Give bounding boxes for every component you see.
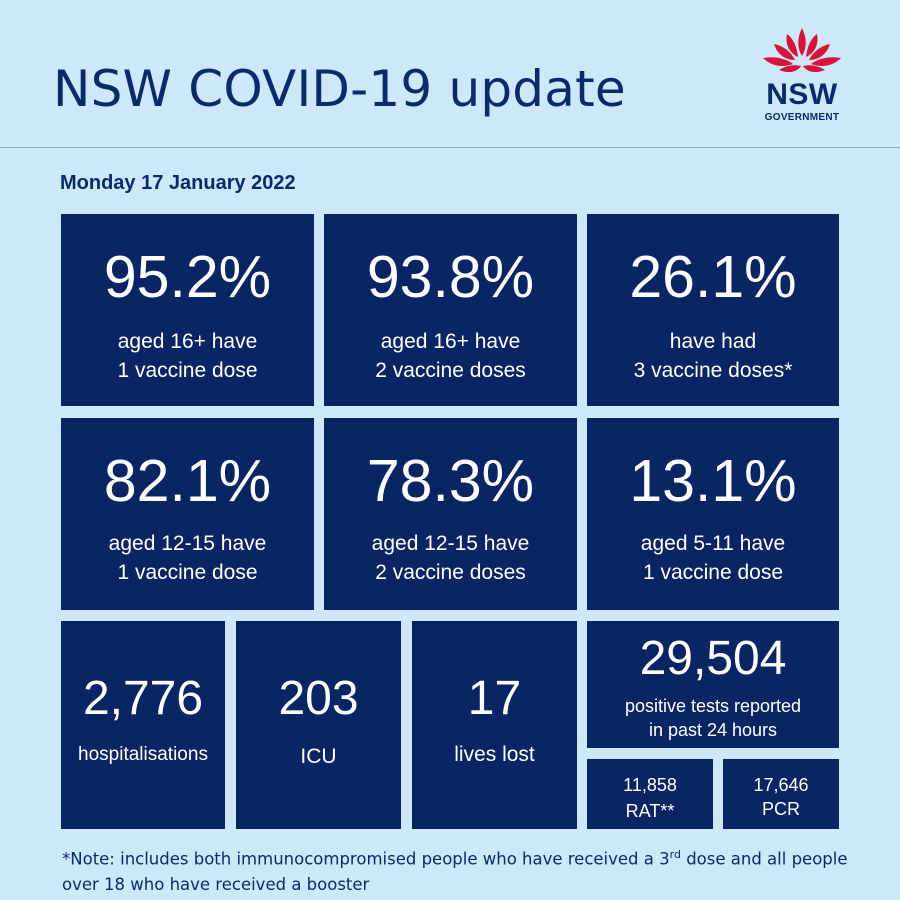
footnote-text: *Note: includes both immunocompromised p…: [62, 849, 670, 869]
stat-label-line1: aged 16+ have: [380, 330, 521, 353]
stat-value: 17: [467, 672, 522, 725]
stat-label-line1: have had: [669, 330, 757, 353]
report-date: Monday 17 January 2022: [60, 172, 296, 194]
stat-tile-icu: 203 ICU: [236, 621, 401, 829]
stat-label: lives lost: [454, 743, 535, 766]
stat-label-line2: 2 vaccine doses: [375, 359, 526, 382]
stat-tile-hospitalisations: 2,776 hospitalisations: [61, 621, 225, 829]
page-title: NSW COVID-19 update: [53, 60, 626, 118]
stat-label-line1: aged 5-11 have: [640, 532, 786, 555]
stat-label-line2: 3 vaccine doses*: [633, 359, 793, 382]
stat-tile-12-15-dose1: 82.1% aged 12-15 have 1 vaccine dose: [61, 418, 314, 610]
footnote-text-end: dose and all people over 18 who have rec…: [62, 849, 848, 894]
stat-label: ICU: [300, 745, 337, 768]
stat-label-line2: 1 vaccine dose: [642, 561, 784, 584]
nsw-government-logo: NSW GOVERNMENT: [752, 26, 852, 126]
stat-label-line2: 2 vaccine doses: [375, 561, 526, 584]
logo-text: NSW: [766, 78, 838, 111]
stat-tile-rat: 11,858 RAT**: [587, 759, 713, 829]
footnote-superscript: rd: [669, 848, 681, 861]
stat-tile-lives-lost: 17 lives lost: [412, 621, 577, 829]
stat-value: 78.3%: [366, 448, 535, 514]
stat-value: 11,858: [623, 775, 677, 795]
stat-label-line2: in past 24 hours: [648, 720, 778, 740]
stat-value: 26.1%: [629, 244, 797, 310]
stat-label-line2: 1 vaccine dose: [117, 561, 258, 584]
stat-label-line1: aged 16+ have: [117, 330, 258, 353]
stat-tile-pcr: 17,646 PCR: [723, 759, 839, 829]
stat-tile-16plus-dose1: 95.2% aged 16+ have 1 vaccine dose: [61, 214, 314, 406]
stat-label-line1: aged 12-15 have: [108, 532, 267, 555]
stat-value: 95.2%: [103, 244, 272, 310]
stat-value: 203: [278, 672, 359, 725]
stat-label-line1: positive tests reported: [624, 696, 802, 716]
stat-value: 2,776: [82, 672, 204, 725]
stat-value: 82.1%: [103, 448, 272, 514]
stat-value: 29,504: [639, 632, 787, 685]
stat-label: PCR: [761, 799, 800, 819]
stat-tile-positive-tests: 29,504 positive tests reported in past 2…: [587, 621, 839, 748]
stat-tile-16plus-dose2: 93.8% aged 16+ have 2 vaccine doses: [324, 214, 577, 406]
stat-value: 17,646: [753, 775, 809, 795]
stat-label-line1: aged 12-15 have: [371, 532, 530, 555]
stat-label: hospitalisations: [78, 744, 208, 765]
header: NSW COVID-19 update NSW GOVERNMENT: [0, 0, 900, 148]
logo-subtext: GOVERNMENT: [764, 112, 840, 123]
waratah-flower-icon: [763, 28, 841, 73]
stat-tile-dose3: 26.1% have had 3 vaccine doses*: [587, 214, 839, 406]
stat-tile-12-15-dose2: 78.3% aged 12-15 have 2 vaccine doses: [324, 418, 577, 610]
stat-value: 13.1%: [629, 448, 797, 514]
stat-tile-5-11-dose1: 13.1% aged 5-11 have 1 vaccine dose: [587, 418, 839, 610]
stat-label: RAT**: [625, 801, 675, 821]
stat-value: 93.8%: [366, 244, 535, 310]
stat-label-line2: 1 vaccine dose: [117, 359, 258, 382]
footnote: *Note: includes both immunocompromised p…: [62, 842, 852, 897]
